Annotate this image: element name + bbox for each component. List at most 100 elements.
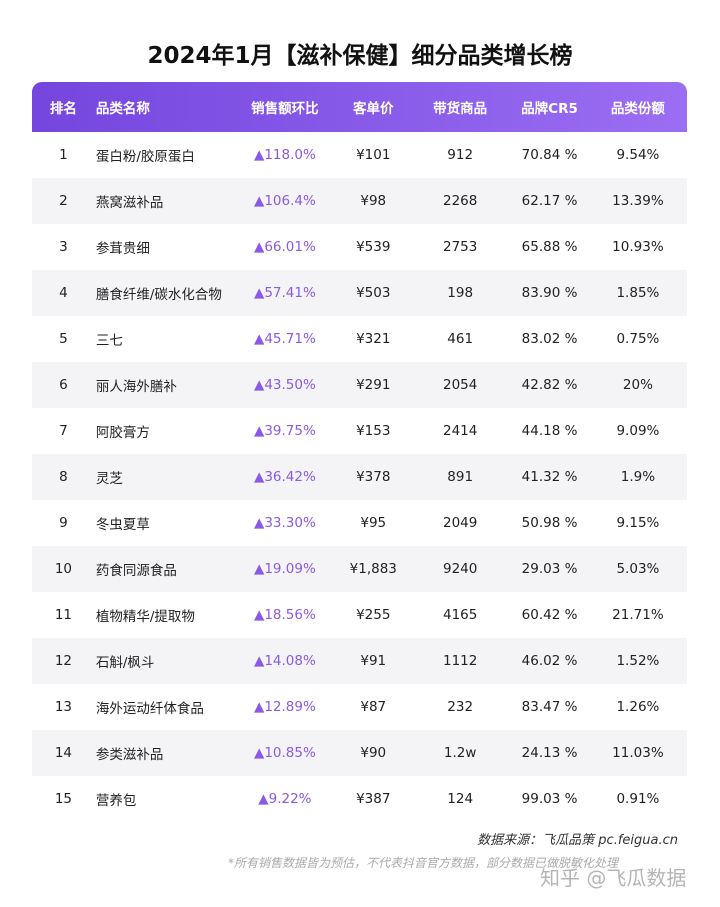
cell: 1.85%	[616, 285, 660, 301]
cell: 41.32 %	[521, 469, 578, 485]
cell: 198	[447, 285, 474, 301]
cell: ¥153	[356, 423, 391, 439]
growth-value: 14.08%	[264, 653, 316, 669]
cell: 三七	[95, 333, 123, 349]
up-arrow: ▲	[258, 791, 269, 807]
cell: 10.93%	[612, 239, 664, 255]
cell: 9.54%	[616, 147, 660, 163]
table: 排名 品类名称 销售额环比 客单价 带货商品 品牌CR5 品类份额 1 蛋白粉/胶原蛋白 ▲118…	[32, 82, 687, 822]
cell: ▲43.50%	[233, 377, 336, 393]
cell: 50.98 %	[521, 515, 578, 531]
cell: 2268	[442, 193, 478, 209]
growth-value: 36.42%	[264, 469, 316, 485]
cell: ▲14.08%	[233, 653, 336, 669]
cell: 参茸贵细	[95, 241, 150, 257]
cell: 1.52%	[616, 653, 660, 669]
column-header: 带货商品	[433, 101, 488, 117]
cell: 2054	[442, 377, 478, 393]
growth-value: 18.56%	[264, 607, 316, 623]
cell: 891	[447, 469, 474, 485]
cell: ¥321	[356, 331, 391, 347]
cell: 9.15%	[616, 515, 660, 531]
cell: 62.17 %	[521, 193, 578, 209]
cell: ▲118.0%	[233, 147, 336, 163]
cell: ¥98	[360, 193, 387, 209]
cell: 6	[59, 377, 68, 393]
up-arrow: ▲	[253, 561, 265, 577]
header-row: 排名 品类名称 销售额环比 客单价 带货商品 品牌CR5 品类份额	[32, 82, 687, 132]
cell: 蛋白粉/胶原蛋白	[95, 149, 195, 165]
cell: 12	[54, 653, 73, 669]
cell: ¥87	[360, 699, 387, 715]
cell: ¥503	[356, 285, 391, 301]
cell: 2049	[442, 515, 478, 531]
cell: 2	[59, 193, 68, 209]
cell: 药食同源食品	[95, 563, 177, 579]
up-arrow: ▲	[253, 377, 265, 393]
cell: ¥539	[356, 239, 391, 255]
table-row: 1 蛋白粉/胶原蛋白 ▲118.0% ¥101 912 70.84 % 9.54%	[32, 132, 687, 178]
cell: 植物精华/提取物	[95, 609, 195, 625]
cell: ▲45.71%	[233, 331, 336, 347]
cell: ▲66.01%	[233, 239, 336, 255]
cell: ▲106.4%	[233, 193, 336, 209]
up-arrow: ▲	[253, 285, 265, 301]
up-arrow: ▲	[253, 193, 265, 209]
cell: 3	[59, 239, 68, 255]
cell: 0.75%	[616, 331, 660, 347]
column-header: 客单价	[353, 101, 394, 117]
growth-value: 19.09%	[264, 561, 316, 577]
growth-value: 33.30%	[264, 515, 316, 531]
cell: 0.91%	[616, 791, 660, 807]
cell: ▲33.30%	[233, 515, 336, 531]
cell: 20%	[622, 377, 653, 393]
cell: 7	[59, 423, 68, 439]
cell: 1.9%	[620, 469, 656, 485]
cell: 海外运动纤体食品	[95, 701, 204, 717]
cell: ¥91	[360, 653, 387, 669]
cell: 9240	[442, 561, 478, 577]
cell: ¥95	[360, 515, 387, 531]
up-arrow: ▲	[253, 469, 265, 485]
cell: ¥1,883	[349, 561, 397, 577]
cell: ▲10.85%	[233, 745, 336, 761]
table-row: 9 冬虫夏草 ▲33.30% ¥95 2049 50.98 % 9.15%	[32, 500, 687, 546]
table-row: 10 药食同源食品 ▲19.09% ¥1,883 9240 29.03 % 5.03%	[32, 546, 687, 592]
watermark: 知乎 @飞瓜数据	[540, 866, 687, 890]
up-arrow: ▲	[253, 515, 265, 531]
cell: 1112	[442, 653, 478, 669]
table-row: 12 石斛/枫斗 ▲14.08% ¥91 1112 46.02 % 1.52%	[32, 638, 687, 684]
growth-value: 43.50%	[264, 377, 316, 393]
cell: 9	[59, 515, 68, 531]
up-arrow: ▲	[253, 147, 265, 163]
cell: 15	[54, 791, 73, 807]
cell: 65.88 %	[521, 239, 578, 255]
up-arrow: ▲	[253, 423, 265, 439]
cell: ▲39.75%	[233, 423, 336, 439]
cell: ¥90	[360, 745, 387, 761]
source: 数据来源：飞瓜品策 pc.feigua.cn	[477, 833, 678, 848]
table-row: 11 植物精华/提取物 ▲18.56% ¥255 4165 60.42 % 21.71%	[32, 592, 687, 638]
table-row: 6 丽人海外膳补 ▲43.50% ¥291 2054 42.82 % 20%	[32, 362, 687, 408]
growth-value: 106.4%	[264, 193, 316, 209]
cell: 1	[59, 147, 68, 163]
cell: 13	[54, 699, 73, 715]
cell: 11	[54, 607, 73, 623]
cell: 8	[59, 469, 68, 485]
table-row: 8 灵芝 ▲36.42% ¥378 891 41.32 % 1.9%	[32, 454, 687, 500]
cell: 42.82 %	[521, 377, 578, 393]
cell: 124	[447, 791, 474, 807]
cell: ¥378	[356, 469, 391, 485]
cell: ▲9.22%	[233, 791, 336, 807]
cell: 营养包	[95, 793, 137, 809]
cell: 丽人海外膳补	[95, 379, 177, 395]
cell: ¥255	[356, 607, 391, 623]
growth-value: 9.22%	[268, 791, 312, 807]
cell: 4165	[442, 607, 478, 623]
cell: 5	[59, 331, 68, 347]
cell: ¥387	[356, 791, 391, 807]
cell: ▲12.89%	[233, 699, 336, 715]
column-header: 品类名称	[95, 101, 150, 117]
cell: 参类滋补品	[95, 747, 164, 763]
cell: 5.03%	[616, 561, 660, 577]
